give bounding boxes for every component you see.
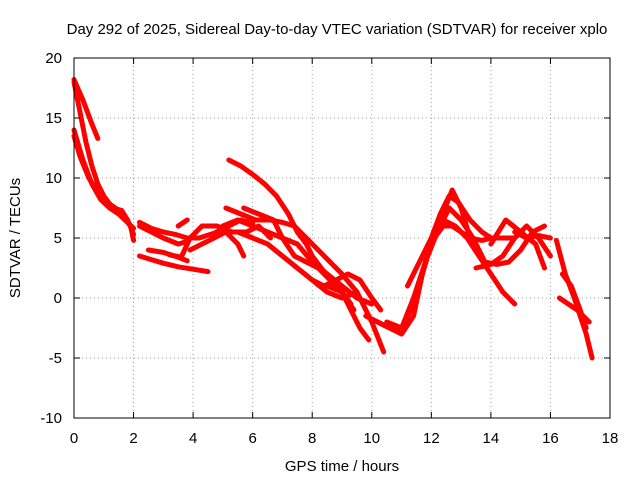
y-axis-label: SDTVAR / TECUs [7, 178, 24, 298]
data-series-track-15 [235, 229, 360, 301]
data-series-track-6 [137, 223, 190, 247]
data-series-track-17 [309, 271, 384, 313]
data-series-track-26 [512, 229, 553, 241]
x-tick-label: 14 [483, 430, 500, 447]
y-tick-label: 0 [54, 290, 62, 307]
x-tick-label: 16 [542, 430, 559, 447]
tick-layer: 0 2 4 6 8 10 12 14 16 18 -10 -5 0 5 10 15 20 [40, 50, 618, 447]
data-series-track-22 [405, 217, 518, 307]
y-tick-label: 15 [45, 110, 62, 127]
x-tick-label: 4 [189, 430, 197, 447]
y-tick-label: -5 [49, 350, 62, 367]
x-tick-label: 8 [308, 430, 316, 447]
y-tick-label: -10 [40, 410, 62, 427]
y-tick-label: 5 [54, 230, 62, 247]
chart-title: Day 292 of 2025, Sidereal Day-to-day VTE… [67, 21, 608, 38]
data-series-track-29 [559, 271, 589, 331]
data-series-track-10 [175, 217, 190, 229]
x-tick-label: 6 [248, 430, 256, 447]
data-series-track-11 [187, 229, 247, 259]
data-series-track-25 [488, 217, 547, 271]
data-series-track-16 [241, 205, 357, 313]
data-series-track-4 [71, 133, 137, 243]
data-series-track-5 [137, 253, 211, 275]
data-series-track-23 [422, 205, 547, 267]
data-series-track-1 [71, 77, 101, 141]
x-tick-label: 18 [602, 430, 619, 447]
data-layer [71, 77, 595, 361]
data-series-track-18 [324, 283, 372, 343]
y-tick-label: 20 [45, 50, 62, 67]
x-tick-label: 10 [363, 430, 380, 447]
x-tick-label: 12 [423, 430, 440, 447]
x-tick-label: 0 [70, 430, 78, 447]
x-axis-label: GPS time / hours [285, 458, 399, 475]
data-series-track-14 [220, 217, 375, 307]
x-tick-label: 2 [129, 430, 137, 447]
y-tick-label: 10 [45, 170, 62, 187]
